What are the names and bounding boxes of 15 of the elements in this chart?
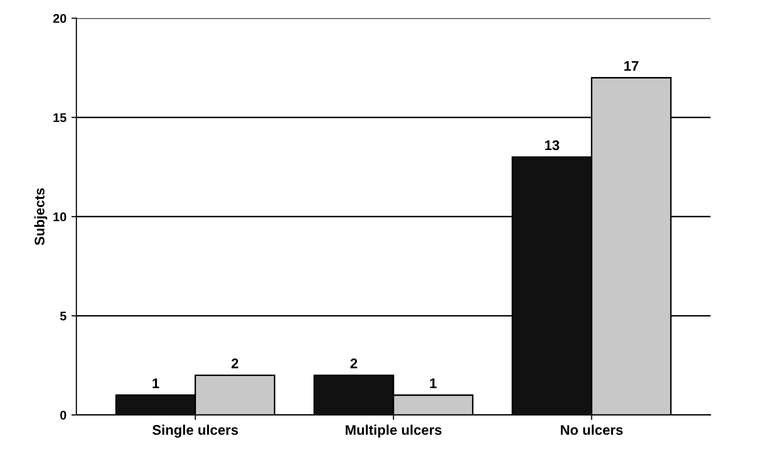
data-label: 17: [624, 61, 638, 71]
data-label: 2: [232, 358, 238, 368]
x-tick-label: No ulcers: [560, 424, 623, 435]
y-tick-label: 15: [54, 113, 66, 122]
y-tick-label: 5: [60, 312, 66, 320]
x-tick-label: Multiple ulcers: [346, 424, 442, 438]
data-label: 2: [350, 358, 358, 368]
data-label: 13: [545, 140, 560, 150]
x-tick-label: Single ulcers: [152, 424, 238, 438]
data-label: 1: [430, 378, 437, 388]
y-tick-label: 0: [60, 410, 66, 420]
y-tick-label: 20: [53, 14, 66, 23]
y-tick-label: 10: [54, 212, 66, 222]
y-axis-title: Subjects: [34, 188, 48, 246]
data-label: 1: [152, 378, 160, 388]
